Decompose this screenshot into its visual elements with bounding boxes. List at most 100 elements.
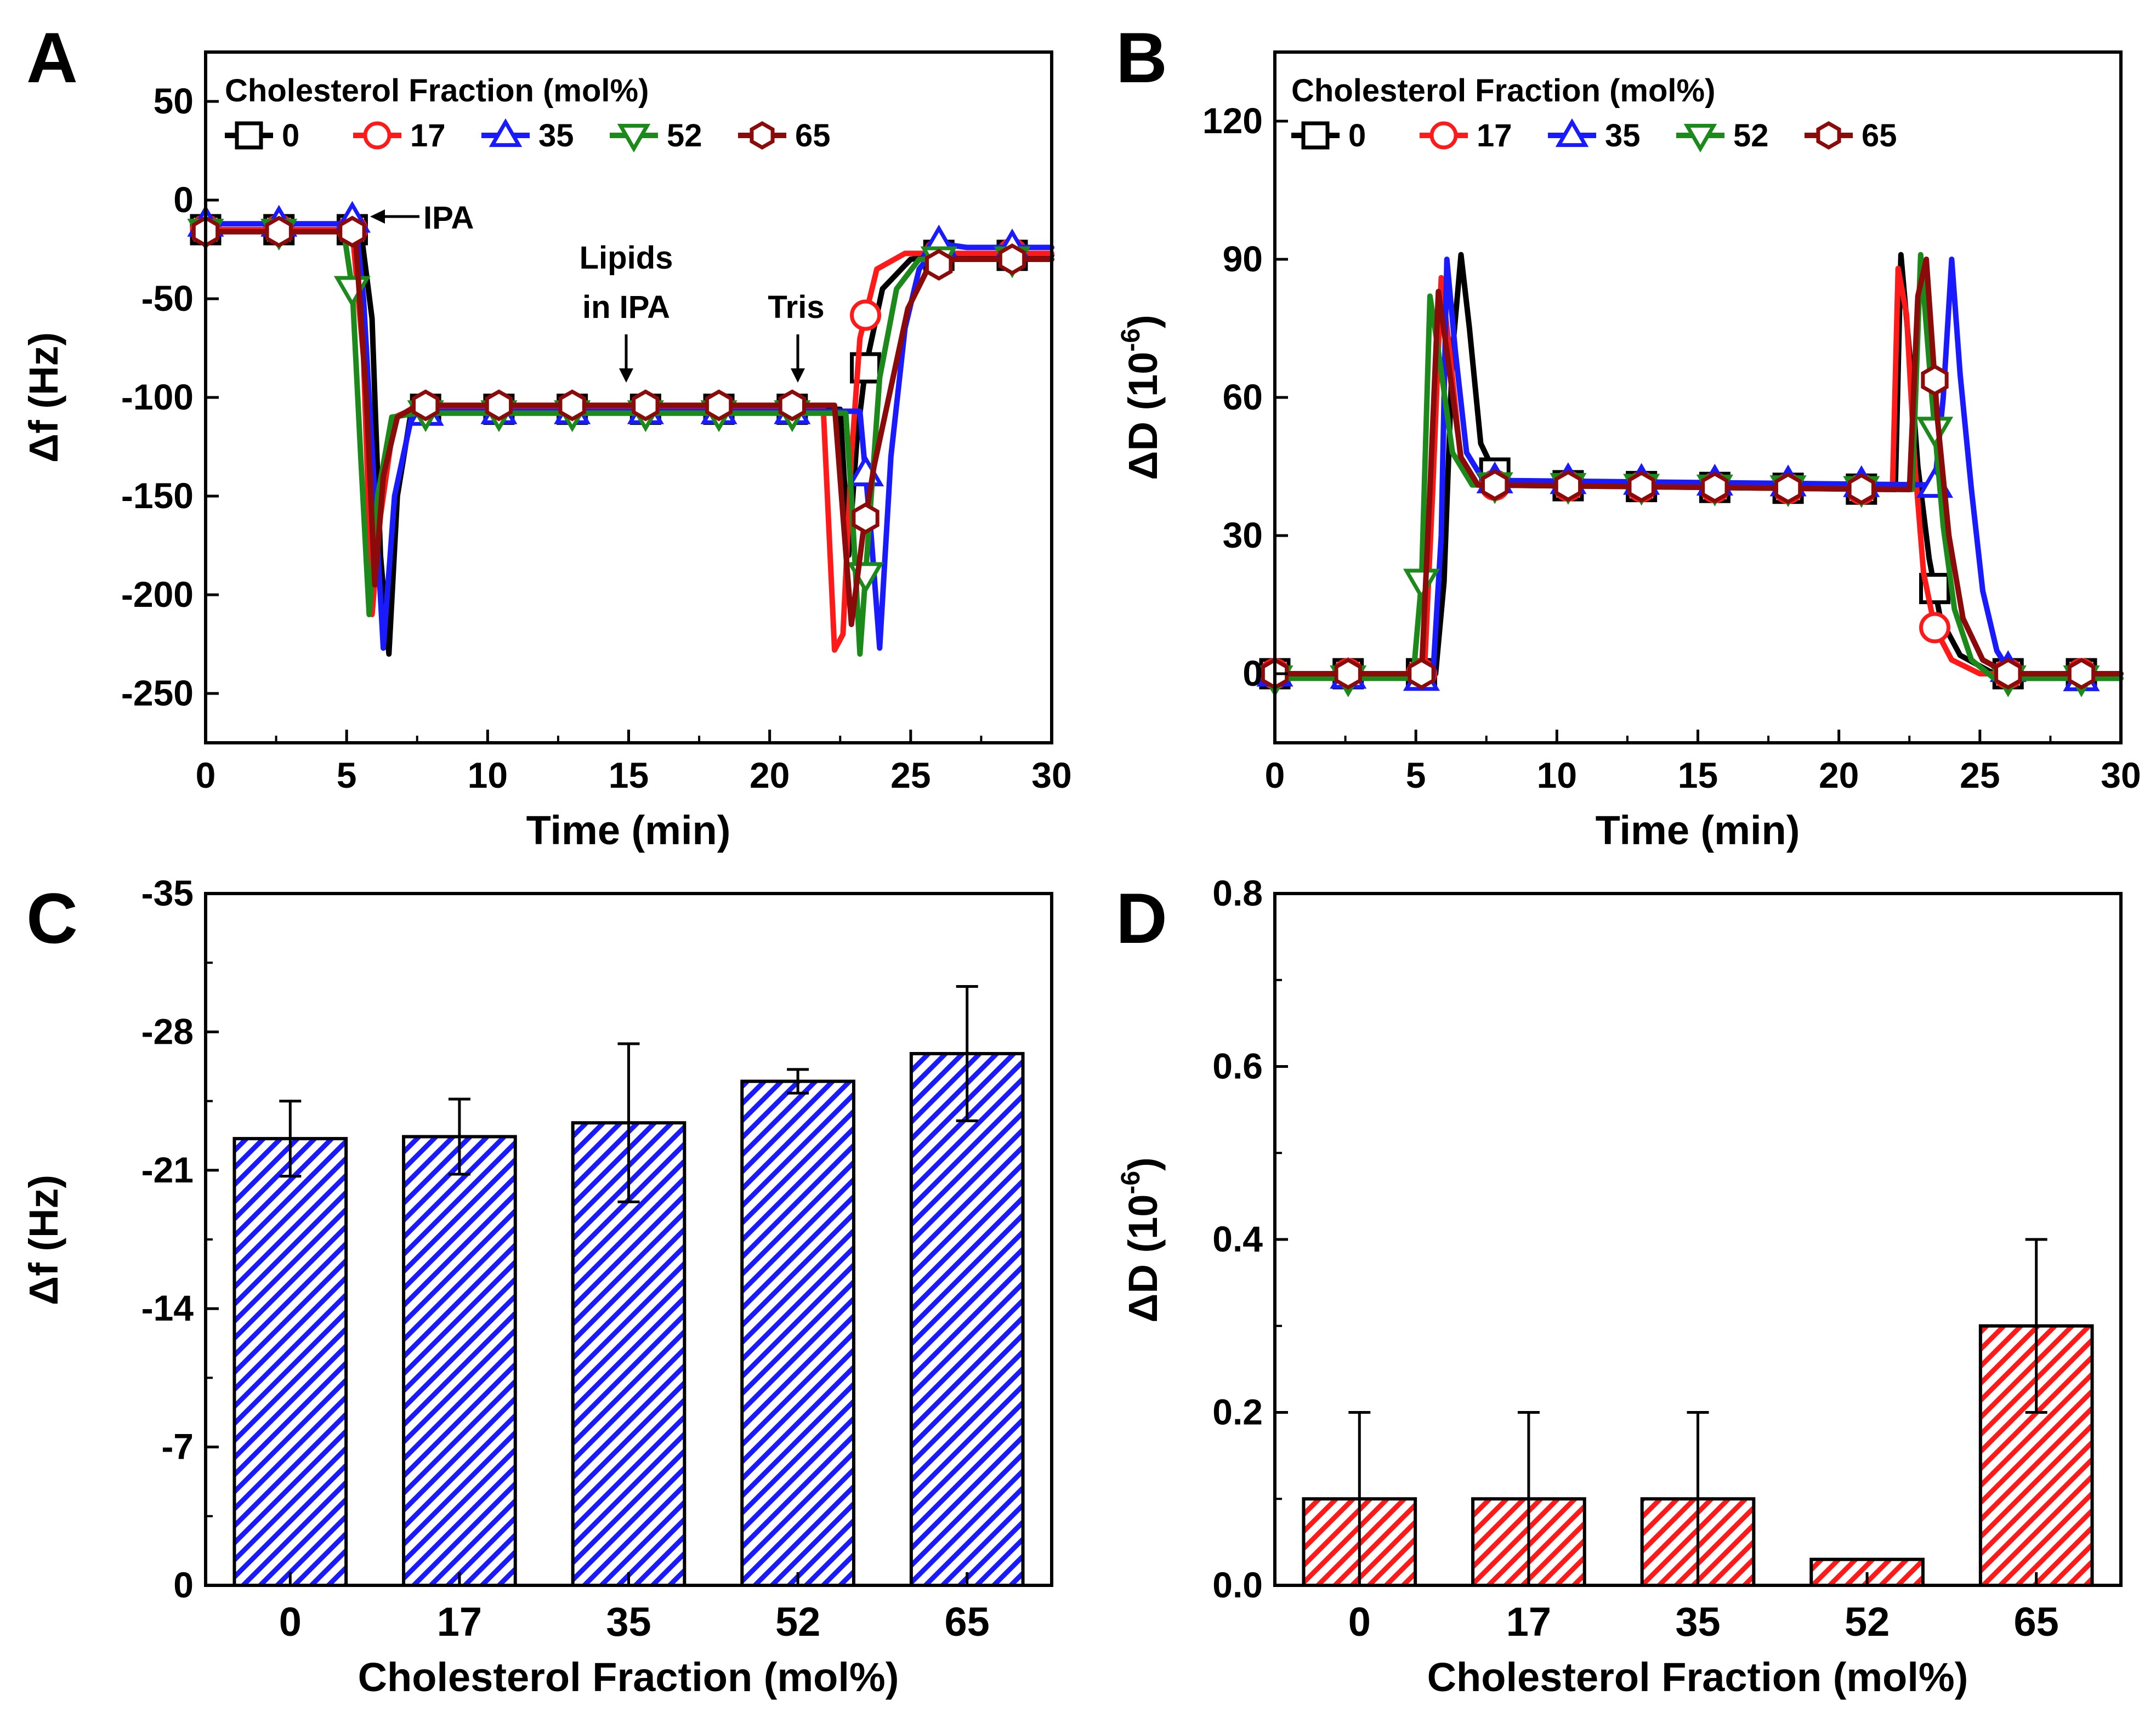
panel-a-x-tick-label-6: 30: [1031, 755, 1071, 795]
panel-c-y-tick-label-4: -28: [141, 1011, 194, 1051]
panel-a-line-chart: 0 5 10 15 20 25 30 50 0 -50 -100 -150 -200 -250 Time …: [21, 50, 1072, 853]
annotation-ipa: IPA: [370, 200, 474, 236]
panel-b-legend-label-65: 65: [1862, 118, 1897, 153]
panel-b-legend-label-0: 0: [1348, 118, 1366, 153]
panel-c-x-axis-title: Cholesterol Fraction (mol%): [358, 1654, 899, 1700]
panel-a-legend-label-35: 35: [538, 118, 574, 153]
panel-c-bar-0: [232, 1137, 348, 1588]
panel-c-y-tick-label-0: 0: [173, 1565, 194, 1605]
panel-b-series-line-52: [1272, 252, 2124, 681]
panel-b-y-tick-label-4: 120: [1202, 100, 1263, 141]
panel-a-x-tick-label-1: 5: [337, 755, 357, 795]
panel-a-x-tick-label-2: 10: [468, 755, 508, 795]
panel-d-y-axis-title-close: ): [1120, 1157, 1166, 1171]
panel-a-y-tick-label-4: -150: [121, 475, 194, 516]
panel-a-marker-65-5: [558, 389, 586, 422]
panel-c-y-tick-label-3: -21: [141, 1150, 194, 1190]
panel-b-legend-label-17: 17: [1477, 118, 1512, 153]
panel-b-y-tick-label-2: 60: [1223, 377, 1263, 417]
panel-d-y-axis-title-sup: -6: [1116, 1171, 1145, 1194]
panel-b-legend-marker-35: [1555, 118, 1589, 147]
panel-b-series-line-17: [1272, 265, 2124, 676]
panel-c-bar-52: [740, 1079, 855, 1587]
panel-b-plot-layer: [1256, 252, 2124, 697]
panel-c-plot-layer: [232, 985, 1025, 1588]
panel-a-x-tick-label-4: 20: [750, 755, 790, 795]
panel-c-y-axis-title: Δf (Hz): [21, 1175, 66, 1305]
panel-b-series-line-65: [1272, 257, 2124, 676]
panel-d-x-tick-label-17: 17: [1506, 1599, 1551, 1645]
panel-c-bar-65: [909, 1052, 1025, 1587]
panel-d-y-axis-title: ΔD (10-6): [1116, 1157, 1166, 1322]
panel-b-x-tick-label-0: 0: [1265, 755, 1285, 795]
panel-a-marker-65-2: [338, 215, 366, 248]
panel-a-y-tick-label-1: 0: [173, 179, 194, 220]
panel-c-y-tick-label-2: -14: [141, 1288, 194, 1328]
panel-b-x-axis-title: Time (min): [1596, 807, 1800, 853]
panel-b-axes: 0 5 10 15 20 25 30 0 30 60 90 120: [1202, 100, 2141, 795]
panel-b-marker-65-1: [1334, 657, 1362, 690]
panel-a-marker-65-4: [485, 389, 513, 422]
panel-a-x-tick-label-5: 25: [890, 755, 931, 795]
panel-b-marker-65-8: [1847, 473, 1875, 505]
annotation-lipids: Lipids in IPA: [580, 240, 673, 383]
panel-a-y-tick-label-3: -100: [121, 377, 194, 417]
panel-d-axes: 0.0 0.2 0.4 0.6 0.8 0 17 35 52 65: [1212, 873, 2059, 1645]
panel-a-marker-65-11: [998, 243, 1026, 276]
panel-c-x-tick-label-52: 52: [775, 1599, 820, 1645]
panel-a-legend-label-17: 17: [410, 118, 446, 153]
panel-b-legend-marker-17: [1429, 121, 1458, 150]
annotation-lipids-line2: in IPA: [582, 289, 670, 325]
panel-letter-d: D: [1116, 878, 1167, 958]
panel-b-marker-65-7: [1774, 472, 1802, 504]
panel-d-y-tick-label-0: 0.0: [1212, 1565, 1263, 1605]
panel-letter-b: B: [1116, 18, 1167, 98]
panel-a-x-tick-label-3: 15: [609, 755, 649, 795]
panel-d-x-tick-label-65: 65: [2014, 1599, 2059, 1645]
panel-a-legend: Cholesterol Fraction (mol%) 0 17 35 52 65: [225, 73, 831, 153]
panel-c-bar-chart: 0 -7 -14 -21 -28 -35 0 17 35 52 65 Cholesterol Fra…: [21, 873, 1053, 1700]
panel-c-y-tick-label-1: -7: [161, 1426, 194, 1467]
panel-b-marker-65-6: [1701, 471, 1729, 504]
panel-a-y-tick-label-2: -50: [141, 278, 194, 318]
panel-d-y-tick-label-4: 0.8: [1212, 873, 1263, 913]
panel-a-frame: [204, 50, 1053, 744]
panel-d-y-tick-label-3: 0.6: [1212, 1046, 1263, 1086]
panel-b-series-line-35: [1272, 257, 2124, 681]
panel-b-line-chart: 0 5 10 15 20 25 30 0 30 60 90 120 Time (min) ΔD (10…: [1116, 50, 2141, 853]
panel-b-series-line-0: [1272, 252, 2124, 676]
panel-a-marker-65-8: [778, 389, 806, 422]
panel-b-y-axis-title-sup: -6: [1116, 328, 1145, 352]
annotation-lipids-line1: Lipids: [580, 240, 673, 276]
panel-c-x-tick-label-65: 65: [945, 1599, 990, 1645]
panel-a-legend-label-65: 65: [795, 118, 831, 153]
panel-b-marker-52-9: [1916, 417, 1954, 449]
panel-b-marker-65-5: [1627, 470, 1655, 503]
panel-a-y-tick-label-6: -250: [121, 673, 194, 713]
panel-b-x-tick-label-5: 25: [1960, 755, 2000, 795]
panel-a-x-axis-title: Time (min): [526, 807, 731, 853]
panel-b-x-tick-label-1: 5: [1406, 755, 1426, 795]
panel-b-legend-marker-0: [1301, 121, 1330, 150]
panel-b-legend: Cholesterol Fraction (mol%) 0 17 35 52 65: [1291, 73, 1897, 153]
panel-a-marker-65-3: [412, 389, 440, 422]
panel-c-axes: 0 -7 -14 -21 -28 -35 0 17 35 52 65: [141, 873, 990, 1645]
panel-d-bar-chart: 0.0 0.2 0.4 0.6 0.8 0 17 35 52 65 Cholesterol Fra…: [1116, 873, 2123, 1700]
panel-b-y-tick-label-0: 0: [1242, 653, 1263, 693]
panel-letter-c: C: [26, 878, 78, 958]
panel-a-legend-marker-17: [363, 121, 392, 150]
panel-b-marker-65-11: [2067, 657, 2096, 690]
panel-a-marker-65-9: [852, 502, 880, 534]
panel-b-marker-52-2: [1403, 568, 1440, 601]
panel-b-legend-title: Cholesterol Fraction (mol%): [1291, 73, 1715, 109]
panel-b-y-tick-label-1: 30: [1223, 515, 1263, 555]
panel-a-marker-65-10: [925, 248, 953, 281]
panel-d-plot-layer: [1302, 1238, 2094, 1588]
panel-d-x-axis-title: Cholesterol Fraction (mol%): [1427, 1654, 1968, 1700]
panel-a-legend-marker-52: [617, 123, 651, 153]
panel-d-y-tick-label-2: 0.4: [1212, 1219, 1263, 1259]
panel-a-series-line-52: [203, 229, 1054, 657]
panel-b-marker-65-9: [1921, 364, 1949, 396]
panel-b-legend-marker-65: [1816, 121, 1841, 150]
